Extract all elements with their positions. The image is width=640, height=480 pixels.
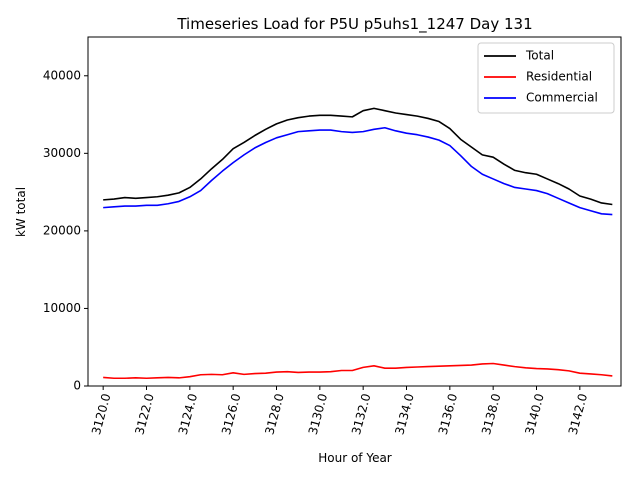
y-tick-label: 30000 [43, 146, 81, 160]
y-tick-label: 0 [73, 379, 81, 393]
legend-label-total: Total [525, 49, 554, 63]
plot-frame [87, 36, 622, 387]
y-tick-label: 40000 [43, 68, 81, 82]
series-line-total [103, 107, 613, 206]
chart-title: Timeseries Load for P5U p5uhs1_1247 Day … [176, 15, 532, 34]
y-axis: 0 10000 20000 30000 40000 [43, 68, 88, 393]
series-line-commercial [103, 126, 613, 216]
y-tick-label: 20000 [43, 223, 81, 237]
series-layer [103, 107, 613, 380]
y-axis-label: kW total [14, 187, 28, 237]
legend-label-residential: Residential [526, 70, 592, 84]
x-axis-label: Hour of Year [318, 451, 392, 465]
series-line-residential [103, 362, 613, 380]
legend-box [477, 42, 615, 114]
y-tick-label: 10000 [43, 301, 81, 315]
legend: Total Residential Commercial [477, 42, 615, 114]
legend-label-commercial: Commercial [526, 91, 598, 105]
